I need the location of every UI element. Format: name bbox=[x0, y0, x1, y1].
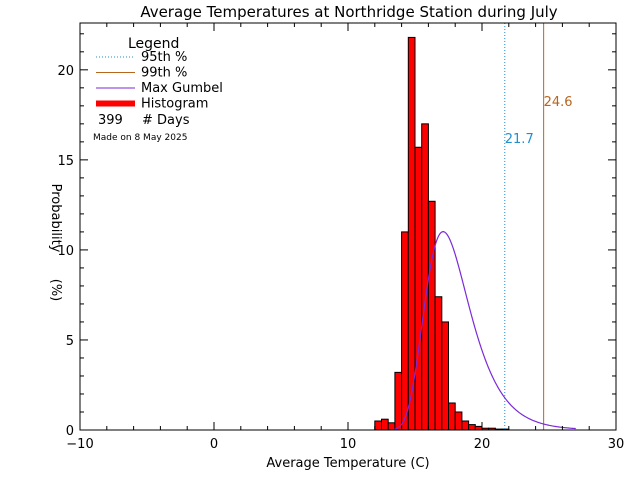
x-axis: −10 0 10 20 30 bbox=[66, 23, 624, 452]
gumbel-curve bbox=[388, 231, 576, 431]
y-tick-label: 0 bbox=[66, 424, 74, 439]
watermark: Made on 8 May 2025 bbox=[93, 133, 187, 143]
legend-entry-label: 99th % bbox=[141, 66, 187, 81]
histogram-bar bbox=[401, 231, 409, 431]
histogram-bar bbox=[448, 402, 456, 431]
x-tick-label: 20 bbox=[474, 437, 491, 452]
histogram-bar bbox=[461, 420, 470, 431]
legend-entry-label: Max Gumbel bbox=[141, 81, 223, 96]
legend-entry-label: Histogram bbox=[141, 97, 208, 112]
legend-days-count: 399 bbox=[98, 113, 123, 128]
histogram-bar bbox=[414, 146, 423, 431]
y-tick-label: 15 bbox=[57, 154, 74, 169]
x-axis-label: Average Temperature (C) bbox=[266, 456, 429, 471]
plot-layer: 21.7 24.6 bbox=[374, 23, 576, 431]
x-tick-label: −10 bbox=[66, 437, 93, 452]
histogram-bar bbox=[421, 123, 429, 431]
histogram-bar bbox=[454, 411, 463, 431]
y-tick-label: 20 bbox=[57, 64, 74, 79]
histogram-bar bbox=[474, 425, 483, 431]
x-tick-label: 10 bbox=[340, 437, 357, 452]
histogram-bar bbox=[407, 36, 416, 431]
histogram-bar bbox=[427, 200, 436, 431]
y-tick-label: 5 bbox=[66, 334, 74, 349]
histogram-bar bbox=[374, 420, 382, 431]
histogram-bar bbox=[394, 371, 403, 431]
x-tick-label: 0 bbox=[210, 437, 218, 452]
histogram-bar bbox=[468, 424, 476, 431]
y-axis-label: Probability bbox=[48, 184, 63, 253]
legend-days-label: # Days bbox=[142, 113, 190, 128]
chart-title: Average Temperatures at Northridge Stati… bbox=[140, 3, 557, 21]
y-axis-unit-label: (%) bbox=[48, 279, 63, 302]
y-tick-label: 10 bbox=[57, 244, 74, 259]
p99-label: 24.6 bbox=[544, 95, 573, 110]
legend-title: Legend bbox=[128, 36, 179, 52]
legend-entry-label: 95th % bbox=[141, 50, 187, 65]
p95-label: 21.7 bbox=[505, 132, 534, 147]
histogram-bar bbox=[441, 321, 449, 431]
y-axis: 0 5 10 15 20 bbox=[57, 33, 616, 439]
histogram-bar bbox=[381, 418, 389, 431]
x-tick-label: 30 bbox=[608, 437, 625, 452]
histogram-bar bbox=[434, 296, 443, 431]
